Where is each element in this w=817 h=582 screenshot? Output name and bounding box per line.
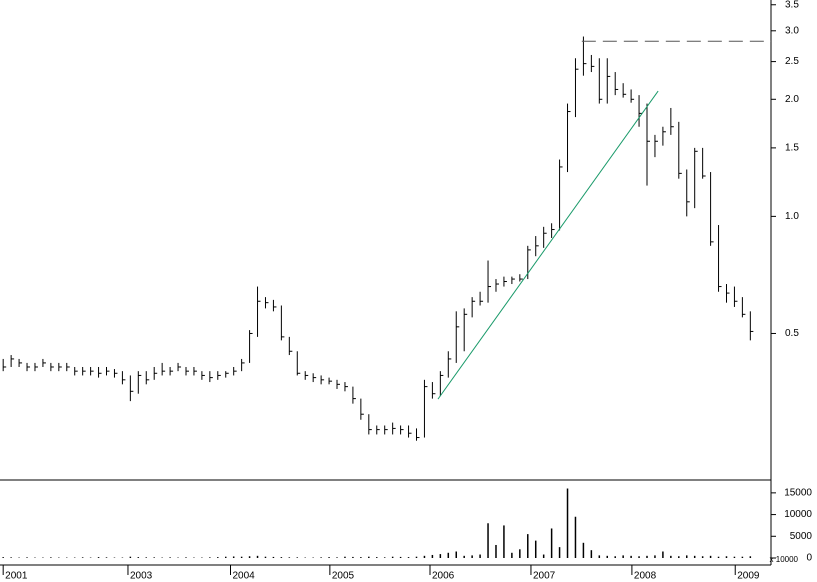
y-tick-label: 3.5 <box>785 0 799 10</box>
x-tick-label: 2001 <box>5 571 28 582</box>
volume-tick-label: 10000 <box>784 509 812 520</box>
x-tick-label: 2009 <box>737 571 760 582</box>
y-tick-label: 2.5 <box>785 56 799 67</box>
x-tick-label: 2003 <box>130 571 153 582</box>
y-tick-label: 3.0 <box>785 25 799 36</box>
volume-tick-label: 5000 <box>790 531 813 542</box>
y-tick-label: 0.5 <box>785 328 799 339</box>
volume-tick-label: 15000 <box>784 487 812 498</box>
y-tick-label: 2.0 <box>785 94 799 105</box>
x-tick-label: 2006 <box>432 571 455 582</box>
volume-tick-label: 0 <box>806 553 812 564</box>
y-tick-label: 1.5 <box>785 143 799 154</box>
x-tick-label: 2007 <box>533 571 556 582</box>
y-tick-label: 1.0 <box>785 211 799 222</box>
trend-line <box>437 90 659 400</box>
x-tick-label: 2008 <box>634 571 657 582</box>
volume-unit: x 10000 <box>770 555 799 564</box>
x-tick-label: 2004 <box>233 571 256 582</box>
x-tick-label: 2005 <box>332 571 355 582</box>
